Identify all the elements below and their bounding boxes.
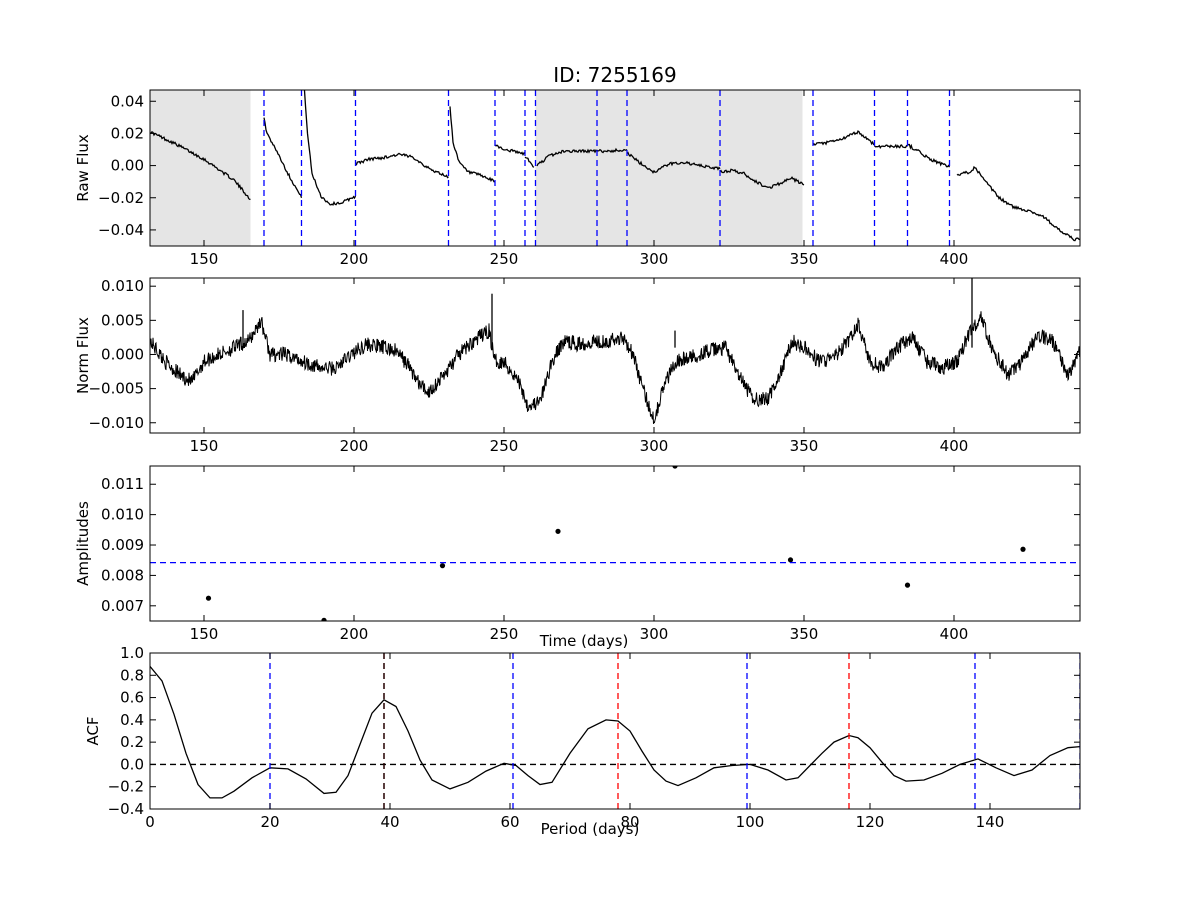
x-tick-label: 400 bbox=[940, 625, 969, 643]
y-tick-label: −0.02 bbox=[98, 189, 144, 207]
amplitude-point bbox=[321, 617, 327, 621]
x-axis-label: Time (days) bbox=[539, 632, 629, 650]
y-tick-label: −0.4 bbox=[108, 800, 144, 818]
amplitude-point bbox=[439, 563, 446, 569]
x-tick-label: 100 bbox=[736, 813, 765, 831]
y-tick-label: 0.2 bbox=[120, 733, 144, 751]
y-tick-label: 0.4 bbox=[120, 711, 144, 729]
shaded-region bbox=[535, 90, 803, 246]
x-tick-label: 20 bbox=[260, 813, 279, 831]
y-tick-label: −0.2 bbox=[108, 778, 144, 796]
x-tick-label: 350 bbox=[790, 437, 819, 455]
y-tick-label: −0.010 bbox=[88, 414, 144, 432]
x-axis-label: Period (days) bbox=[541, 820, 640, 838]
amplitude-point bbox=[205, 595, 212, 601]
y-tick-label: 0.009 bbox=[101, 536, 144, 554]
x-tick-label: 200 bbox=[340, 625, 369, 643]
flux-segment bbox=[956, 165, 1080, 242]
amplitude-point bbox=[1020, 546, 1026, 552]
x-tick-label: 140 bbox=[976, 813, 1005, 831]
y-tick-label: 0.010 bbox=[101, 277, 144, 295]
flux-segment bbox=[263, 117, 303, 198]
amplitude-point bbox=[555, 528, 561, 534]
x-tick-label: 150 bbox=[190, 625, 219, 643]
axes-frame bbox=[149, 89, 1081, 247]
x-tick-label: 150 bbox=[190, 437, 219, 455]
x-tick-label: 400 bbox=[940, 437, 969, 455]
x-tick-label: 300 bbox=[640, 250, 669, 268]
amplitude-point bbox=[787, 557, 794, 563]
flux-segment bbox=[536, 148, 598, 167]
amplitudes-panel: 150 200 250 300 350 400 0.007 0.008 0.009 0.010 0.… bbox=[74, 465, 1081, 650]
x-tick-label: 400 bbox=[940, 250, 969, 268]
y-tick-label: 0.00 bbox=[111, 157, 144, 175]
y-tick-label: 0.0 bbox=[120, 755, 144, 773]
flux-segment bbox=[355, 152, 449, 179]
y-tick-label: −0.005 bbox=[88, 380, 144, 398]
y-axis-label: Norm Flux bbox=[74, 317, 92, 394]
amplitude-point bbox=[904, 582, 911, 588]
y-tick-label: 0.000 bbox=[101, 345, 144, 363]
figure-title: ID: 7255169 bbox=[553, 63, 676, 87]
y-tick-label: 0.005 bbox=[101, 311, 144, 329]
flux-segment bbox=[874, 143, 908, 149]
flux-segment bbox=[150, 130, 251, 201]
x-tick-label: 300 bbox=[640, 625, 669, 643]
y-tick-label: 0.02 bbox=[111, 124, 144, 142]
x-tick-label: 60 bbox=[500, 813, 519, 831]
axes-frame bbox=[149, 652, 1081, 810]
acf-panel: 0 20 40 60 80 100 120 140 −0.4 −0.2 0.0 0.2 0.4 0.6 0.… bbox=[84, 644, 1081, 838]
flux-segment bbox=[626, 151, 721, 174]
axes-frame bbox=[149, 277, 1081, 434]
y-tick-label: 0.8 bbox=[120, 666, 144, 684]
x-tick-label: 250 bbox=[490, 437, 519, 455]
axes-frame bbox=[149, 465, 1081, 622]
flux-segment bbox=[449, 106, 495, 183]
x-tick-label: 200 bbox=[340, 250, 369, 268]
y-tick-label: 0.011 bbox=[101, 475, 144, 493]
norm-flux-panel: 150 200 250 300 350 400 −0.010 −0.005 0.000 0.005… bbox=[74, 277, 1081, 455]
x-tick-label: 80 bbox=[620, 813, 639, 831]
flux-segment bbox=[524, 156, 535, 168]
x-tick-label: 40 bbox=[380, 813, 399, 831]
x-tick-label: 350 bbox=[790, 250, 819, 268]
y-tick-label: 0.008 bbox=[101, 566, 144, 584]
y-tick-label: 0.04 bbox=[111, 92, 144, 110]
flux-segment bbox=[494, 144, 526, 156]
y-axis-label: Amplitudes bbox=[74, 501, 92, 586]
y-tick-label: 0.6 bbox=[120, 689, 144, 707]
x-tick-label: 200 bbox=[340, 437, 369, 455]
y-tick-label: 0.010 bbox=[101, 506, 144, 524]
flux-segment bbox=[907, 143, 951, 168]
x-tick-label: 250 bbox=[490, 250, 519, 268]
x-tick-label: 150 bbox=[190, 250, 219, 268]
raw-flux-panel: 150 200 250 300 350 400 −0.04 −0.02 0.00 0.02 0.04… bbox=[74, 89, 1081, 268]
flux-segment bbox=[812, 130, 875, 146]
norm-flux-line bbox=[150, 311, 1080, 424]
y-axis-label: Raw Flux bbox=[74, 134, 92, 202]
flux-segment bbox=[596, 147, 628, 154]
x-tick-label: 350 bbox=[790, 625, 819, 643]
x-tick-label: 0 bbox=[145, 813, 155, 831]
y-axis-label: ACF bbox=[84, 716, 102, 745]
shaded-region bbox=[150, 90, 251, 246]
x-tick-label: 250 bbox=[490, 625, 519, 643]
acf-line bbox=[150, 665, 1080, 799]
flux-segment bbox=[303, 90, 357, 206]
flux-segment bbox=[719, 168, 805, 189]
y-tick-label: −0.04 bbox=[98, 221, 144, 239]
y-tick-label: 0.007 bbox=[101, 597, 144, 615]
x-tick-label: 120 bbox=[856, 813, 885, 831]
y-tick-label: 1.0 bbox=[120, 644, 144, 662]
x-tick-label: 300 bbox=[640, 437, 669, 455]
amplitude-point bbox=[672, 466, 678, 469]
